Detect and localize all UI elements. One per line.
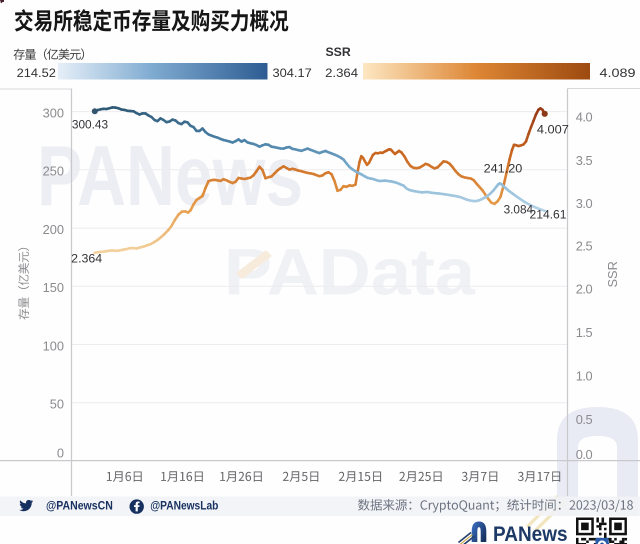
svg-text:PANews: PANews bbox=[493, 522, 568, 544]
svg-text:150: 150 bbox=[43, 280, 64, 295]
svg-text:@PANewsLab: @PANewsLab bbox=[150, 498, 219, 512]
svg-text:50: 50 bbox=[50, 397, 64, 412]
svg-text:304.17: 304.17 bbox=[273, 68, 312, 80]
svg-text:214.52: 214.52 bbox=[17, 68, 56, 80]
svg-text:100: 100 bbox=[43, 338, 64, 353]
svg-text:0.0: 0.0 bbox=[576, 447, 593, 462]
svg-text:4.089: 4.089 bbox=[600, 68, 636, 80]
svg-text:3.0: 3.0 bbox=[576, 196, 593, 211]
svg-text:0: 0 bbox=[57, 445, 64, 460]
svg-text:300.43: 300.43 bbox=[72, 120, 108, 132]
svg-text:214.61: 214.61 bbox=[530, 210, 567, 222]
svg-text:4.0: 4.0 bbox=[576, 110, 593, 125]
svg-text:3.5: 3.5 bbox=[576, 153, 593, 168]
svg-text:1.0: 1.0 bbox=[576, 368, 593, 383]
svg-text:PAData: PAData bbox=[224, 235, 476, 309]
svg-text:3.084: 3.084 bbox=[504, 204, 534, 216]
svg-text:241.20: 241.20 bbox=[484, 163, 523, 175]
svg-text:0.5: 0.5 bbox=[576, 412, 593, 427]
svg-text:@PANewsCN: @PANewsCN bbox=[46, 498, 113, 512]
svg-text:2.364: 2.364 bbox=[71, 253, 103, 265]
svg-text:PANews: PANews bbox=[37, 129, 303, 224]
svg-text:2.5: 2.5 bbox=[576, 239, 593, 254]
svg-text:SSR: SSR bbox=[326, 47, 352, 59]
svg-text:2.364: 2.364 bbox=[325, 68, 359, 80]
svg-text:1.5: 1.5 bbox=[576, 325, 593, 340]
svg-text:2.0: 2.0 bbox=[576, 281, 593, 296]
svg-text:300: 300 bbox=[43, 105, 64, 120]
svg-text:4.007: 4.007 bbox=[537, 124, 569, 136]
svg-text:SSR: SSR bbox=[605, 261, 620, 287]
svg-text:250: 250 bbox=[43, 164, 64, 179]
svg-text:200: 200 bbox=[43, 222, 64, 237]
